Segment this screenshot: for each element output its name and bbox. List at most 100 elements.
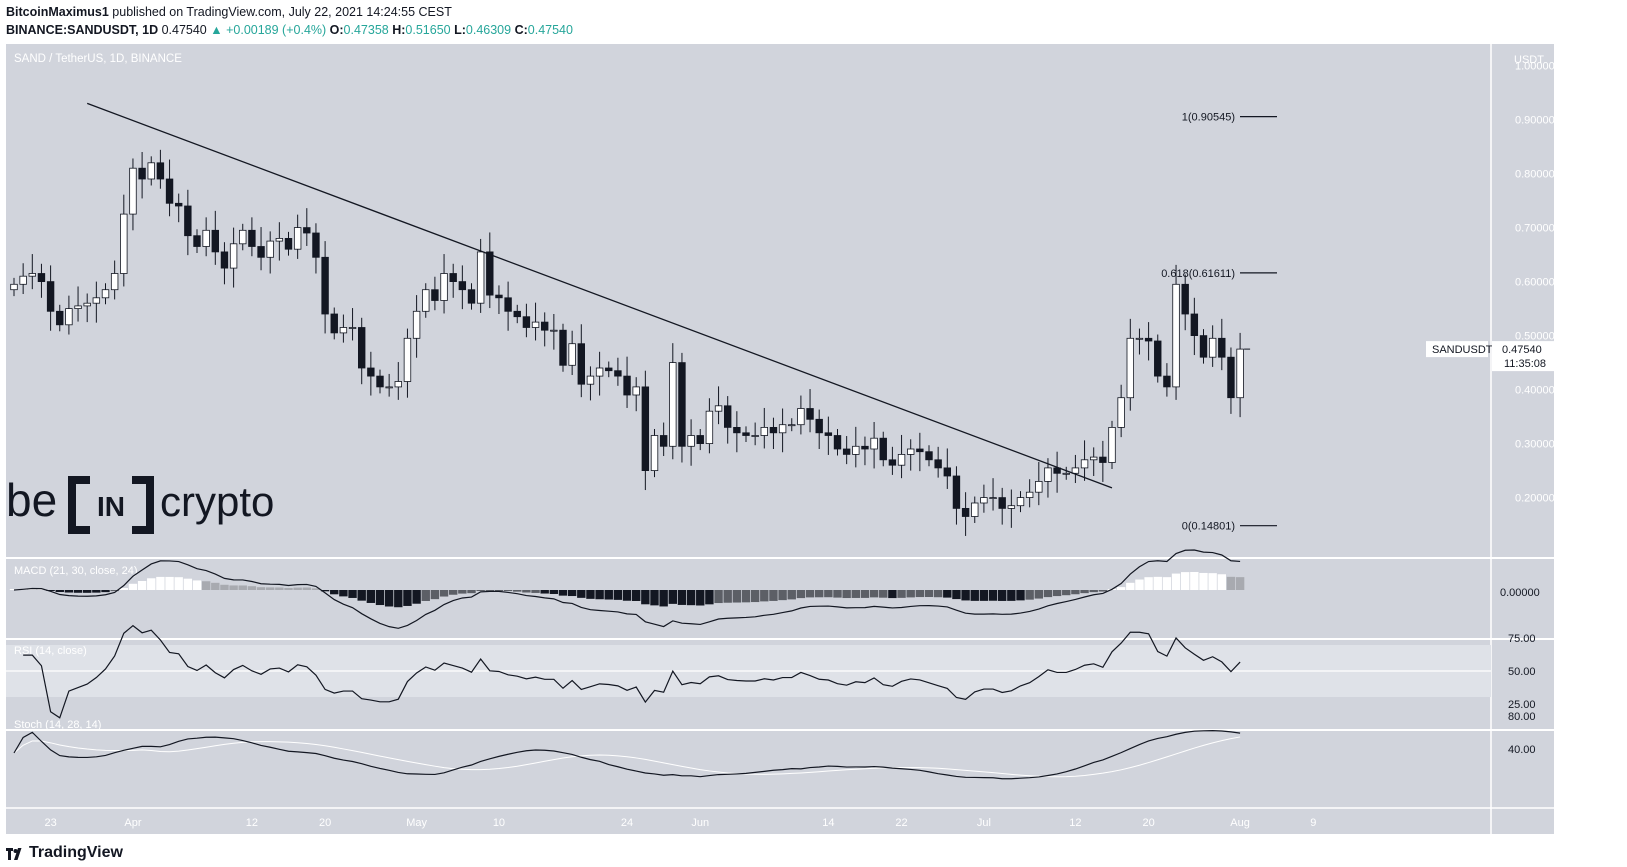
open-value: 0.47358: [343, 23, 389, 37]
macd-histogram-bar: [92, 590, 101, 593]
candle-down: [284, 237, 293, 250]
candle-up: [74, 305, 82, 309]
watermark-bracket-left-top: [68, 476, 90, 484]
macd-histogram-bar: [879, 590, 888, 598]
candle-up: [1090, 456, 1098, 461]
watermark-bracket-right-top: [132, 476, 154, 484]
stoch-d-line: [13, 736, 1241, 778]
macd-histogram-bar: [375, 590, 385, 606]
price-axis[interactable]: 1.00000 0.90000 0.80000 0.70000 0.60000 0.500…: [1515, 61, 1555, 505]
candle-up: [531, 321, 540, 328]
candle-down: [513, 310, 521, 318]
time-tick: 12: [1069, 817, 1081, 829]
candle-down: [842, 448, 851, 455]
candle-up: [989, 497, 997, 500]
close-value: 0.47540: [527, 23, 573, 37]
candle-up: [897, 453, 906, 466]
candle-up: [971, 502, 979, 517]
candles-layer[interactable]: [10, 149, 1244, 536]
macd-histogram-bar: [924, 590, 934, 598]
candle-up: [568, 343, 576, 366]
chart-area[interactable]: be IN crypto SAND / TetherUS, 1D, BINANC…: [0, 44, 1627, 835]
price-tag-countdown: 11:35:08: [1504, 358, 1546, 370]
candle-down: [733, 426, 741, 434]
macd-histogram-bar: [137, 580, 147, 590]
macd-histogram-bar: [778, 590, 787, 601]
price-tick: 0.80000: [1515, 169, 1555, 181]
time-axis[interactable]: 23 Apr 12 20 May 10 24 Jun 14 22 Jul 12 20 Aug 9: [44, 817, 1316, 829]
macd-histogram-bar: [860, 590, 870, 598]
candle-down: [925, 451, 933, 461]
macd-histogram-bar: [302, 587, 311, 590]
macd-histogram-bar: [1089, 590, 1098, 593]
open-label: O:: [329, 23, 344, 37]
time-tick: 10: [493, 817, 505, 829]
macd-histogram-bar: [1016, 590, 1025, 601]
macd-histogram-bar: [531, 590, 540, 593]
candle-up: [669, 362, 677, 447]
candle-down: [952, 475, 961, 509]
candle-down: [376, 375, 384, 388]
macd-histogram-bar: [439, 590, 449, 597]
candle-down: [467, 289, 476, 304]
macd-histogram-bar: [1226, 576, 1236, 590]
candle-up: [394, 381, 402, 388]
candle-up: [412, 310, 421, 339]
candle-down: [1163, 375, 1171, 388]
macd-histogram-bar: [1025, 590, 1034, 600]
candle-down: [1181, 283, 1189, 315]
macd-histogram-bar: [46, 590, 55, 591]
candle-up: [239, 229, 247, 245]
candle-down: [824, 432, 833, 436]
candle-up: [980, 497, 988, 504]
candle-down: [37, 273, 46, 282]
macd-histogram-bar: [1208, 573, 1217, 590]
time-tick: 20: [1142, 817, 1154, 829]
time-axis-bg[interactable]: [6, 808, 1554, 834]
candle-up: [687, 435, 695, 447]
macd-histogram-bar: [28, 589, 37, 590]
candle-down: [1144, 337, 1153, 342]
candle-up: [348, 327, 357, 329]
candle-down: [879, 437, 887, 461]
macd-histogram-bar: [869, 590, 879, 598]
candle-up: [1236, 348, 1244, 399]
candle-down: [458, 281, 467, 291]
macd-histogram-bar: [915, 590, 925, 598]
fib-layer[interactable]: 1(0.90545) 0.618(0.61611) 0(0.14801): [1161, 112, 1277, 533]
rsi-tick-50: 50.00: [1508, 666, 1536, 678]
watermark-be: be: [6, 474, 57, 526]
candle-down: [1227, 356, 1235, 399]
candle-up: [586, 375, 595, 385]
low-value: 0.46309: [465, 23, 512, 37]
macd-histogram-bar: [449, 590, 458, 595]
macd-histogram-bar: [723, 590, 732, 603]
candle-up: [202, 229, 210, 247]
candle-up: [1071, 467, 1080, 474]
macd-histogram-bar: [970, 590, 979, 601]
candle-down: [174, 202, 183, 207]
symbol-line[interactable]: BINANCE:SANDUSDT, 1D: [6, 23, 159, 37]
trendline-layer[interactable]: [86, 102, 1113, 489]
author-name[interactable]: BitcoinMaximus1: [6, 5, 109, 19]
macd-histogram-bar: [577, 590, 586, 598]
macd-histogram-bar: [220, 584, 229, 590]
candle-down: [46, 281, 55, 312]
candle-up: [476, 251, 485, 304]
tradingview-logo[interactable]: TradingView: [6, 844, 123, 862]
candle-up: [870, 437, 878, 450]
price-tick: 0.90000: [1515, 115, 1555, 127]
macd-histogram-bar: [266, 587, 275, 590]
candle-up: [760, 426, 768, 436]
candle-down: [943, 467, 951, 477]
candle-down: [742, 432, 750, 436]
macd-histogram-bar: [833, 590, 842, 598]
rsi-tick-25: 25.00: [1508, 699, 1536, 711]
macd-histogram-bar: [668, 590, 677, 604]
chart-svg[interactable]: be IN crypto SAND / TetherUS, 1D, BINANC…: [0, 44, 1627, 835]
candle-up: [229, 243, 238, 269]
descending-trendline: [86, 102, 1113, 489]
candle-down: [541, 321, 549, 331]
main-pane-bg[interactable]: [6, 44, 1554, 557]
macd-histogram-bar: [513, 590, 522, 592]
